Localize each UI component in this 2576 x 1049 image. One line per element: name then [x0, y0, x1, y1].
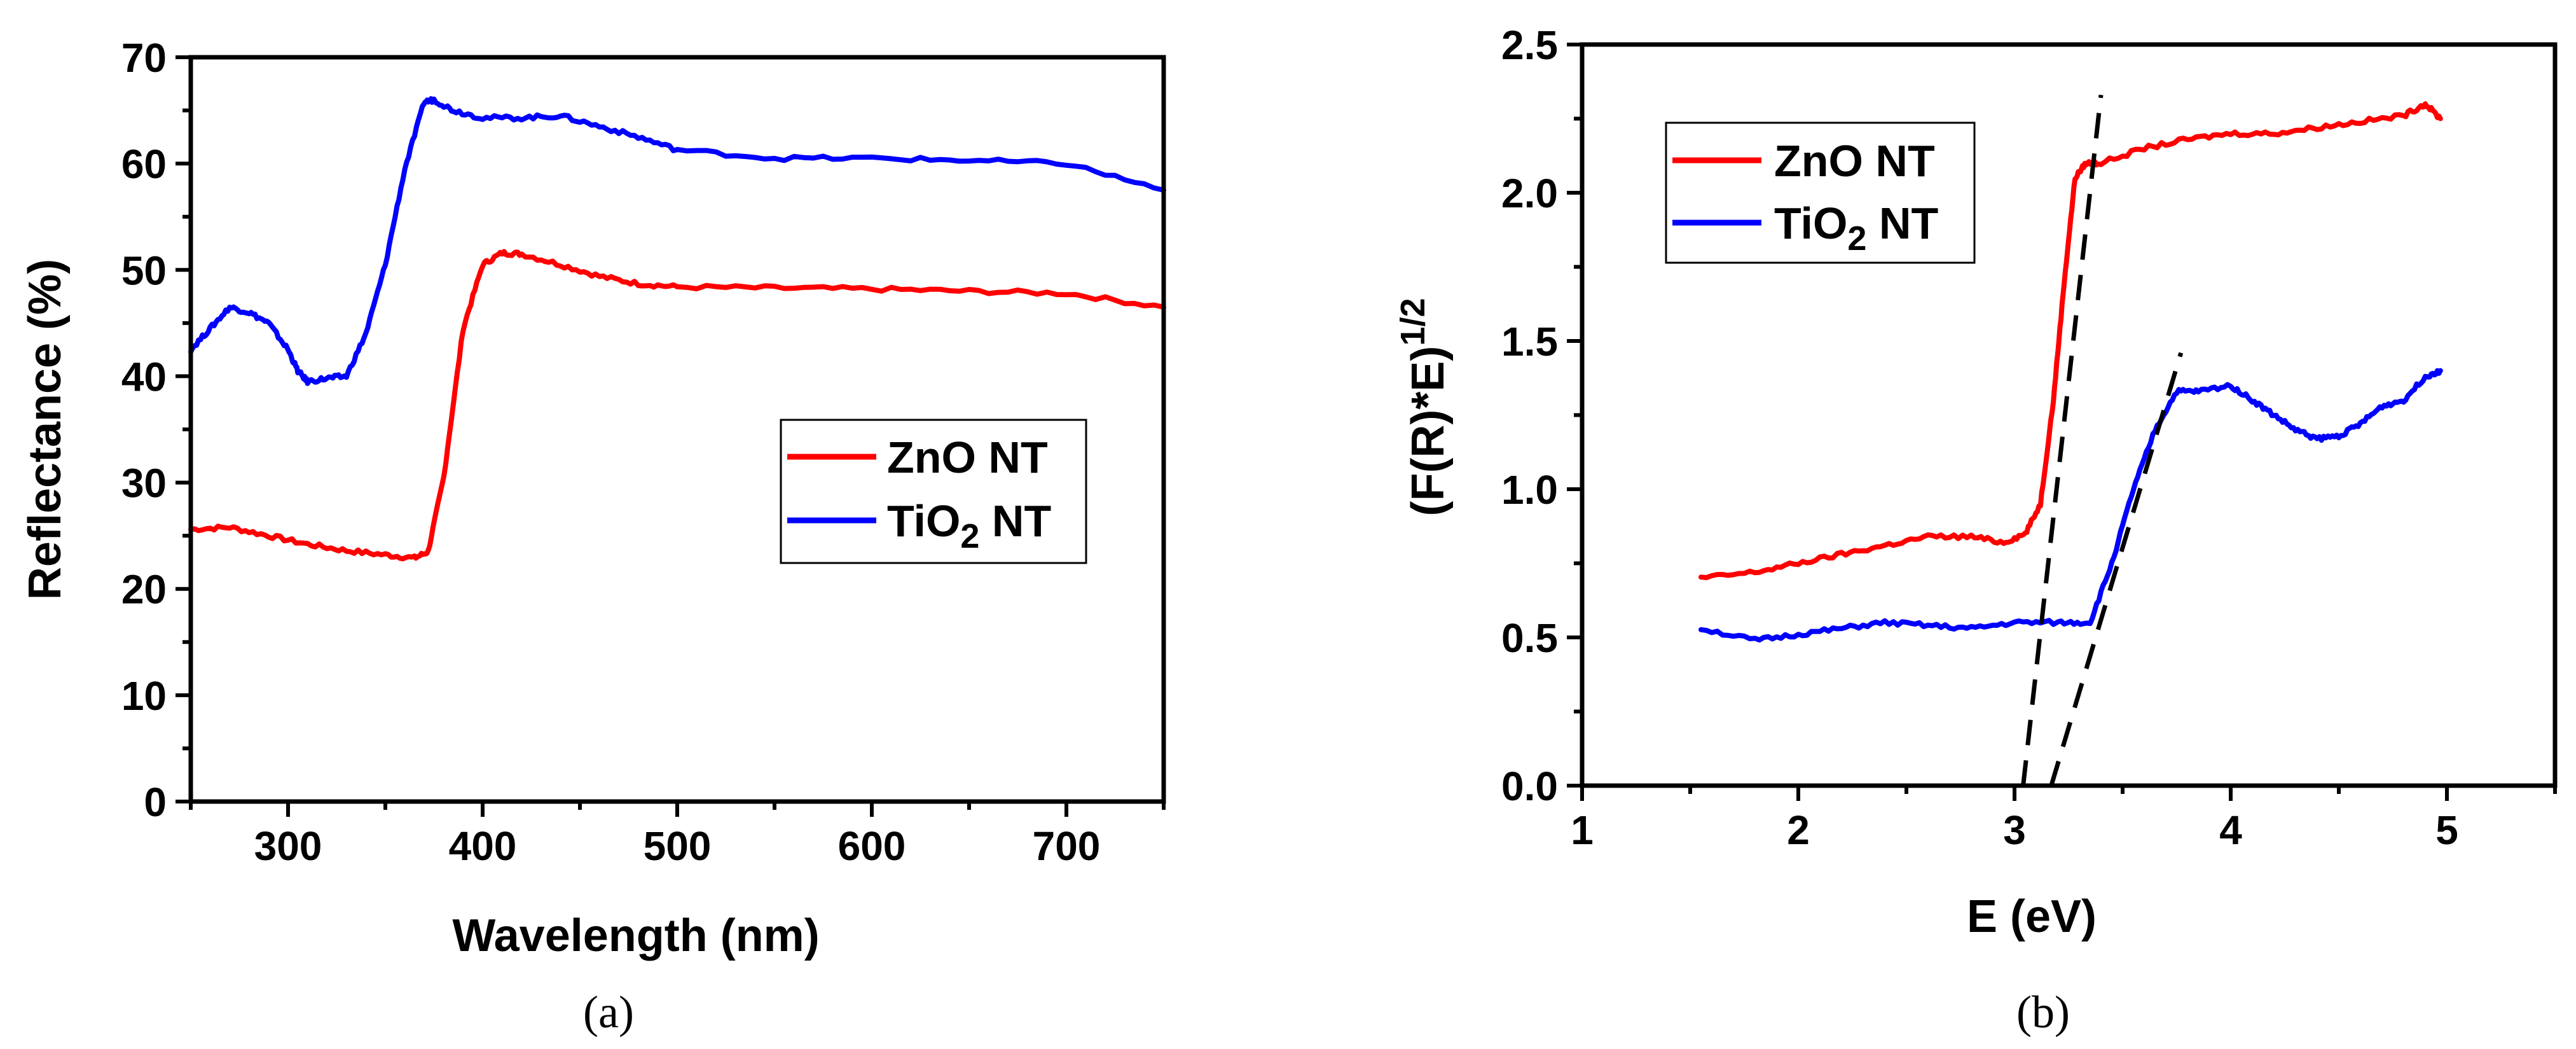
panel-b-y-tick-label: 2.0	[1501, 170, 1558, 216]
panel-a-x-tick-label: 300	[254, 823, 322, 869]
panel-a-legend-label-tio2: TiO2 NT	[887, 496, 1051, 555]
panel-b-y-tick-label: 0.0	[1501, 763, 1558, 809]
panel-b-series-group	[1698, 94, 2443, 787]
panel-b-y-tick-label: 0.5	[1501, 615, 1558, 661]
panel-b-legend-label-tio2: TiO2 NT	[1774, 198, 1938, 258]
panel-a-y-tick-label: 20	[121, 567, 167, 613]
panel-a-legend-label-zno: ZnO NT	[887, 433, 1048, 482]
panel-b-legend-label-zno: ZnO NT	[1774, 136, 1935, 186]
panel-b-x-tick-label: 3	[2003, 807, 2026, 853]
panel-a-legend-label-tio2-part3: NT	[979, 496, 1051, 546]
panel-b-x-tick-label: 4	[2219, 807, 2242, 853]
panel-a-y-tick-label: 50	[121, 247, 167, 293]
panel-b-legend-box	[1665, 122, 1976, 264]
panel-b-y-tick-label: 2.5	[1501, 22, 1558, 68]
panel-b-series-zno-nt	[1698, 101, 2443, 580]
panel-b-y-axis-title: (F(R)*E)1/2	[1394, 298, 1454, 516]
panel-b-legend: ZnO NT TiO2 NT	[1665, 122, 1976, 264]
panel-a-x-axis-title: Wavelength (nm)	[452, 910, 819, 961]
panel-a-y-tick-label: 40	[121, 354, 167, 399]
panel-a-y-tick-label: 10	[121, 673, 167, 719]
panel-a-legend: ZnO NT TiO2 NT	[780, 419, 1087, 564]
chart-panel-b: 1 2 3 4 50.00.51.01.52.02.5 E (eV) (F(R)*E)1…	[1394, 22, 2558, 1038]
panel-a-series-zno-nt	[188, 249, 1166, 562]
panel-a-legend-box	[780, 419, 1087, 564]
panel-b-series-tio2-nt	[1698, 368, 2443, 643]
panel-a-legend-label-tio2-part1: TiO	[887, 496, 960, 546]
panel-a-y-tick-label: 60	[121, 141, 167, 187]
panel-b-legend-label-tio2-part3: NT	[1866, 198, 1938, 248]
panel-b-x-axis-title: E (eV)	[1967, 891, 2097, 942]
panel-b-y-tick-label: 1.5	[1501, 319, 1558, 365]
panel-b-tangent-line-2	[2049, 352, 2184, 787]
panel-a-x-tick-label: 500	[644, 823, 712, 869]
panel-a-y-tick-label: 0	[144, 779, 167, 825]
panel-a-y-tick-label: 30	[121, 461, 167, 506]
panel-b-ticks: 1 2 3 4 5 0.0 0.5 1.0 1.5 2.0 2.5	[1501, 22, 2557, 853]
panel-a-x-tick-label: 600	[838, 823, 906, 869]
panel-a-y-tick-label: 70	[121, 35, 167, 81]
panel-a-legend-label-tio2-subscript: 2	[960, 517, 979, 555]
panel-b-x-tick-label: 2	[1787, 807, 1810, 853]
panel-b-y-axis-title-main: (F(R)*E)	[1403, 346, 1454, 517]
panel-b-y-tick-label: 1.0	[1501, 467, 1558, 513]
panel-a-series-tio2-nt	[188, 96, 1166, 386]
panel-b-legend-label-tio2-part1: TiO	[1774, 198, 1847, 248]
panel-a-series-group	[188, 96, 1166, 562]
panel-b-x-tick-label: 1	[1571, 807, 1594, 853]
panel-a-label: (a)	[583, 987, 634, 1038]
panel-a-y-axis-title: Reflectance (%)	[20, 259, 71, 600]
panel-b-tangent-line-1	[2021, 94, 2104, 786]
panel-a-x-tick-label: 700	[1033, 823, 1101, 869]
panel-a-x-tick-label: 400	[449, 823, 517, 869]
panel-b-x-tick-label: 5	[2435, 807, 2458, 853]
panel-b-y-axis-title-superscript: 1/2	[1394, 298, 1432, 345]
panel-b-legend-label-tio2-subscript: 2	[1847, 219, 1866, 258]
panel-b-label: (b)	[2016, 987, 2070, 1038]
chart-panel-a: 300 400 500 600 700 0 10 20 30 40 50 60 70 Wavelengt…	[20, 35, 1166, 1038]
panel-a-ticks: 300 400 500 600 700 0 10 20 30 40 50 60 70	[121, 35, 1166, 869]
